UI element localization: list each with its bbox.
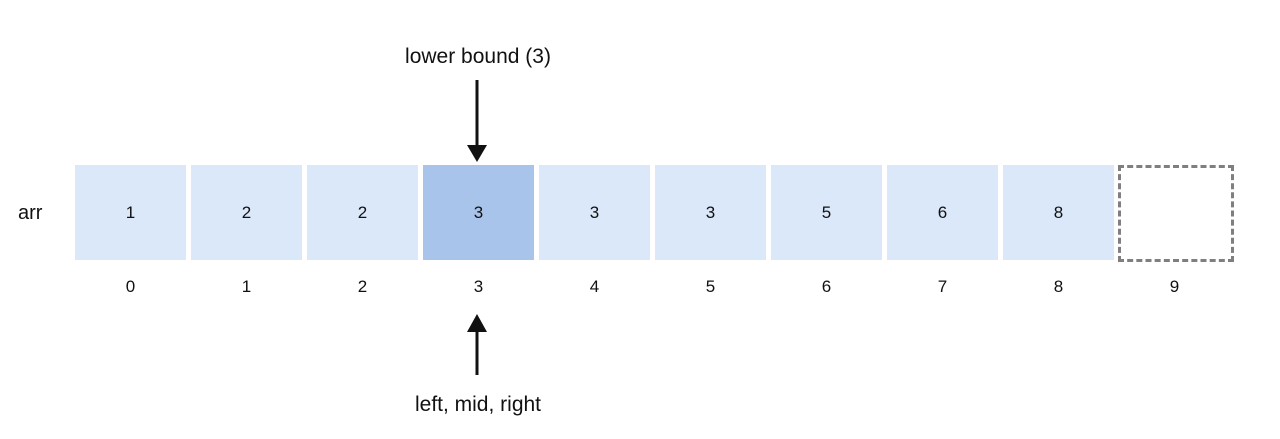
array-cell: 5 (771, 165, 882, 260)
array-cell: 2 (191, 165, 302, 260)
up-arrow-icon (467, 314, 487, 375)
index-label: 0 (125, 277, 136, 296)
index-label: 9 (1169, 277, 1180, 296)
array-cell-empty (1118, 165, 1234, 262)
index-label: 1 (241, 277, 252, 296)
array-indices: 0 1 2 3 4 5 6 7 8 9 (75, 276, 1235, 300)
pointer-label: left, mid, right (414, 393, 542, 416)
array-cell: 2 (307, 165, 418, 260)
array-cell: 6 (887, 165, 998, 260)
array-cell: 3 (539, 165, 650, 260)
index-label: 3 (473, 277, 484, 296)
array-cell: 1 (75, 165, 186, 260)
array-cell: 8 (1003, 165, 1114, 260)
down-arrow-icon (467, 80, 487, 162)
array-cell: 3 (655, 165, 766, 260)
lower-bound-label: lower bound (3) (405, 45, 551, 68)
index-label: 7 (937, 277, 948, 296)
index-label: 2 (357, 277, 368, 296)
array-name-label: arr (18, 202, 43, 224)
index-label: 5 (705, 277, 716, 296)
array-cell-highlighted: 3 (423, 165, 534, 260)
index-label: 8 (1053, 277, 1064, 296)
index-label: 4 (589, 277, 600, 296)
index-label: 6 (821, 277, 832, 296)
array-cells: 1 2 2 3 3 3 5 6 8 (75, 165, 1235, 262)
